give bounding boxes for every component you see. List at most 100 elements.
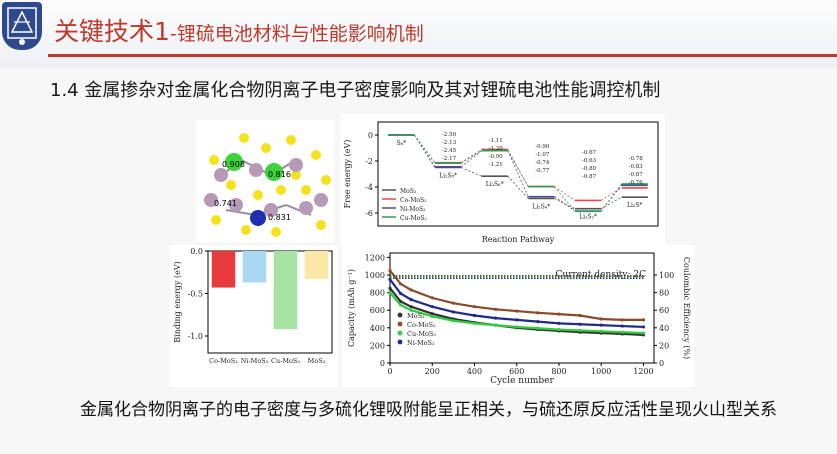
energy-value-label: -1.21 [489,162,503,168]
legend-label: Cu-MoS₂ [407,330,436,338]
slide-title: 关键技术1-锂硫电池材料与性能影响机制 [54,12,424,48]
y-tick-label: 200 [370,341,385,350]
plot-frame [389,252,655,364]
legend-label: Co-MoS₂ [400,197,427,204]
y-tick-label: 1200 [365,253,385,262]
y-tick-label: 0 [368,131,373,140]
legend-swatch [397,339,403,345]
energy-value-label: -2.50 [442,132,457,138]
capacity-point [398,299,403,303]
capacity-point [388,291,392,295]
binding-energy-panel: 0.0 -0.5 -1.0 Binding energy (eV) Co-MoS₂ Ni-… [170,245,338,387]
y-tick-label: -2 [365,157,373,166]
capacity-point [430,312,434,316]
capacity-point [409,305,413,309]
free-energy-panel: 0 -2 -4 -6 Free energy (eV) Reaction Pathway -… [340,114,665,248]
capacity-point [494,323,498,327]
capacity-point [557,327,561,332]
energy-value-label: -1.11 [489,138,503,144]
x-tick-label: 800 [551,367,566,376]
binding-energy-chart: 0.0 -0.5 -1.0 Binding energy (eV) Co-MoS₂ Ni-… [173,247,333,365]
species-label: Li₂S₆* [486,181,504,188]
capacity-point [620,330,624,334]
y-tick-label: 1000 [365,271,385,280]
title-main: 关键技术1 [54,17,170,46]
energy-value-label: -0.87 [629,172,644,178]
energy-value-label: -0.63 [582,158,597,164]
energy-value-label: -0.78 [629,156,644,162]
species-label: S₈* [397,140,407,147]
legend-label: Ni-MoS₂ [407,339,435,347]
species-label: Li₂S* [627,202,642,209]
y-right-axis-label: Coulombic Efficiency (%) [682,257,691,359]
energy-value-label: -0.87 [582,174,597,180]
capacity-point [409,298,413,302]
energy-value-label: -0.90 [535,144,550,150]
x-tick-label: Ni-MoS₂ [241,357,269,365]
x-tick-label: 1000 [591,367,611,376]
capacity-point [641,325,646,329]
university-emblem-icon [2,2,42,50]
x-tick-label: MoS₂ [308,357,326,365]
capacity-point [409,288,413,292]
title-sub: -锂硫电池材料与性能影响机制 [169,23,424,45]
energy-value-label: -2.45 [442,148,457,154]
energy-value-label: -0.74 [535,160,550,166]
y-right-tick-label: 80 [659,289,669,298]
legend-label: MoS₂ [400,188,417,195]
energy-value-label: -0.76 [629,180,644,186]
y-axis-label: Binding energy (eV) [173,261,182,342]
capacity-series-line [389,278,644,329]
capacity-point [599,323,603,327]
capacity-point [388,269,392,273]
y-tick-label: 0.0 [190,247,203,256]
energy-connector [600,187,622,201]
capacity-point [494,307,498,311]
legend-label: Ni-MoS₂ [400,206,426,213]
bar [242,251,267,283]
capacity-point [472,321,477,325]
charge-label: 0.816 [268,170,291,179]
y-right-tick-label: 20 [659,341,669,350]
energy-value-label: -0.90 [489,154,504,160]
y-tick-label: 0 [380,359,385,368]
bar [211,251,236,288]
capacity-point [578,313,582,318]
y-tick-label: -4 [365,183,373,192]
capacity-point [398,291,403,296]
capacity-point [515,318,519,322]
x-tick-label: 0 [387,367,392,376]
capacity-point [451,310,455,314]
capacity-point [641,331,646,335]
atomic-structure-image: 0.908 0.816 0.741 0.831 [196,120,334,242]
energy-connector [507,175,529,199]
capacity-point [430,296,434,300]
energy-connector [460,149,482,164]
energy-value-label: -1.07 [535,152,550,158]
capacity-point [430,314,434,318]
plot-frame [377,121,659,227]
capacity-point [388,286,392,290]
capacity-point [557,312,561,316]
capacity-series-line [389,291,644,335]
plot-frame [207,250,333,354]
capacity-point [599,329,603,333]
energy-connector [460,150,482,168]
energy-connector [554,196,576,212]
y-right-tick-label: 60 [659,306,669,315]
species-label: Li₂S₂* [579,214,597,221]
energy-connector [554,186,576,212]
capacity-point [536,311,540,315]
energy-value-label: -2.13 [442,140,457,146]
capacity-point [599,317,603,321]
capacity-point [515,325,519,329]
bar [304,251,329,280]
x-tick-label: Co-MoS₂ [209,357,238,365]
y-tick-label: 400 [370,324,385,333]
capacity-point [430,305,434,309]
capacity-point [451,319,455,323]
capacity-point [641,318,646,322]
capacity-point [515,309,519,313]
y-tick-label: 800 [370,289,385,298]
